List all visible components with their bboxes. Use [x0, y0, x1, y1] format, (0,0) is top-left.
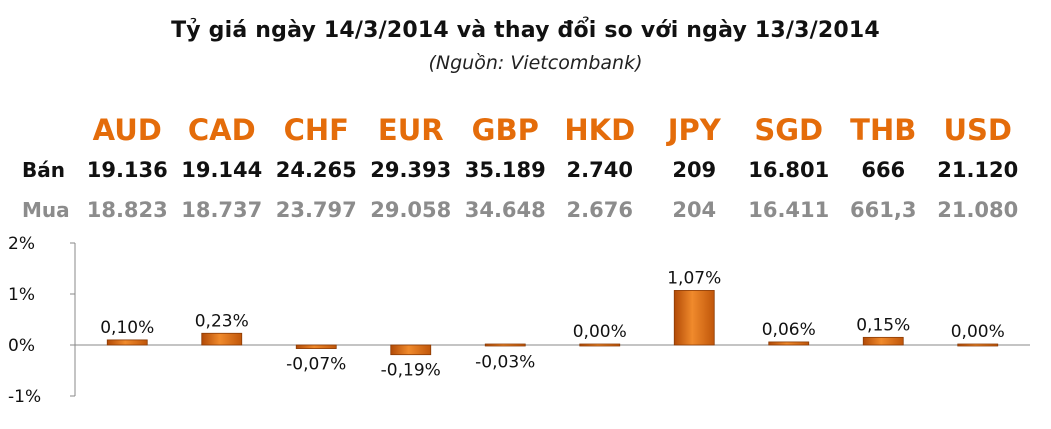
ban-value-eur: 29.393 — [370, 158, 451, 182]
bar-label-hkd: 0,00% — [573, 322, 627, 342]
mua-value-jpy: 204 — [672, 198, 716, 222]
ban-value-gbp: 35.189 — [465, 158, 546, 182]
bar-label-eur: -0,19% — [381, 361, 441, 381]
mua-value-cad: 18.737 — [181, 198, 262, 222]
bar-aud — [106, 339, 148, 346]
bar-sgd — [768, 341, 810, 346]
bar-usd — [957, 343, 999, 347]
bar-label-thb: 0,15% — [856, 315, 910, 335]
currency-cad: CAD — [188, 113, 256, 147]
mua-value-sgd: 16.411 — [748, 198, 829, 222]
ban-value-sgd: 16.801 — [748, 158, 829, 182]
mua-value-gbp: 34.648 — [465, 198, 546, 222]
chart-title: Tỷ giá ngày 14/3/2014 và thay đổi so với… — [171, 18, 880, 43]
mua-row: 18.823 18.737 23.797 29.058 34.648 2.676 204 16… — [87, 198, 1019, 222]
mua-value-usd: 21.080 — [937, 198, 1018, 222]
bar-jpy — [673, 290, 715, 346]
bar-label-sgd: 0,06% — [762, 320, 816, 340]
ban-value-aud: 19.136 — [87, 158, 168, 182]
currency-chf: CHF — [284, 113, 349, 147]
bar-label-cad: 0,23% — [195, 311, 249, 331]
bar-cad — [201, 332, 243, 346]
chart-subtitle: (Nguồn: Vietcombank) — [428, 52, 643, 74]
y-tick-label: -1% — [8, 387, 41, 407]
ban-value-usd: 21.120 — [937, 158, 1018, 182]
bar-label-jpy: 1,07% — [667, 268, 721, 288]
bar-chf — [295, 344, 337, 349]
y-tick-label: 1% — [8, 285, 35, 305]
currency-usd: USD — [943, 113, 1012, 147]
ban-value-thb: 666 — [861, 158, 905, 182]
currency-aud: AUD — [93, 113, 162, 147]
currency-thb: THB — [850, 113, 916, 147]
currency-sgd: SGD — [754, 113, 823, 147]
bars — [106, 290, 999, 356]
bar-label-chf: -0,07% — [286, 355, 346, 375]
ban-value-chf: 24.265 — [276, 158, 357, 182]
bar-eur — [390, 344, 432, 356]
y-tick-label: 2% — [8, 234, 35, 254]
currency-gbp: GBP — [472, 113, 539, 147]
currency-hkd: HKD — [564, 113, 635, 147]
bar-label-gbp: -0,03% — [475, 353, 535, 373]
ban-value-jpy: 209 — [672, 158, 716, 182]
currency-header-row: AUD CAD CHF EUR GBP HKD JPY SGD THB USD — [93, 113, 1012, 147]
mua-value-eur: 29.058 — [370, 198, 451, 222]
ban-row: 19.136 19.144 24.265 29.393 35.189 2.740 209 16… — [87, 158, 1019, 182]
bar-gbp — [484, 343, 526, 347]
y-tick-label: 0% — [8, 336, 35, 356]
bar-labels: 0,10% 0,23% -0,07% -0,19% -0,03% 0,00% 1,07% 0,… — [100, 268, 1005, 380]
bar-label-aud: 0,10% — [100, 318, 154, 338]
ban-value-hkd: 2.740 — [567, 158, 633, 182]
row-label-ban: Bán — [22, 158, 65, 182]
mua-value-aud: 18.823 — [87, 198, 168, 222]
mua-value-chf: 23.797 — [276, 198, 357, 222]
currency-eur: EUR — [378, 113, 444, 147]
currency-jpy: JPY — [666, 113, 722, 147]
mua-value-hkd: 2.676 — [567, 198, 633, 222]
ban-value-cad: 19.144 — [181, 158, 262, 182]
bar-label-usd: 0,00% — [951, 322, 1005, 342]
mua-value-thb: 661,3 — [850, 198, 916, 222]
bar-thb — [862, 336, 904, 346]
row-label-mua: Mua — [22, 198, 70, 222]
bar-hkd — [579, 343, 621, 347]
